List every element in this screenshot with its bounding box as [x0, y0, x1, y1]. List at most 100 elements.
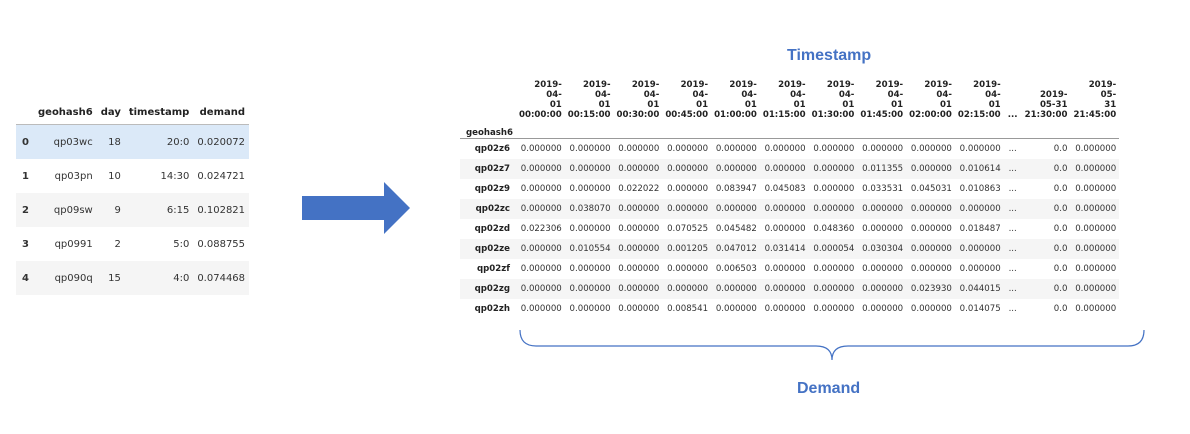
header-line: 00:30:00 [616, 110, 660, 120]
demand-cell: 0.0 [1053, 304, 1068, 314]
demand-cell: 0.000000 [813, 144, 855, 154]
demand-cell: 0.045482 [715, 224, 757, 234]
header-line: 01 [939, 100, 952, 110]
row-index: qp02zd [474, 224, 511, 234]
demand-cell: 0.000000 [759, 199, 809, 219]
cell: 2 [114, 238, 121, 250]
demand-cell: 0.000000 [569, 184, 611, 194]
demand-cell: 0.000000 [667, 184, 709, 194]
table-row: 1 qp03pn 10 14:30 0.024721 [16, 159, 249, 193]
demand-cell: 0.048360 [813, 224, 855, 234]
demand-cell: 0.000000 [910, 224, 952, 234]
demand-cell: 0.000000 [906, 159, 955, 179]
demand-cell: 0.000000 [1075, 264, 1117, 274]
cell: 0.088755 [197, 238, 246, 250]
demand-cell: 0.000000 [1070, 279, 1120, 299]
demand-cell: 0.001205 [662, 239, 712, 259]
index-name: geohash6 [466, 128, 514, 138]
demand-cell: 0.000000 [857, 279, 907, 299]
demand-cell: 0.000000 [906, 239, 955, 259]
demand-cell: 0.000000 [569, 144, 611, 154]
demand-cell: 0.000000 [711, 199, 760, 219]
demand-cell: 0.000000 [516, 239, 565, 259]
ellipsis-cell: ... [1003, 239, 1022, 259]
demand-cell: 0.022022 [618, 184, 660, 194]
header-line: 2019-04- [583, 80, 611, 100]
source-dataframe-table: geohash6 day timestamp demand 0 qp03wc 1… [16, 100, 250, 295]
row-index: qp02zg [460, 279, 517, 299]
demand-cell: 0.0 [1053, 184, 1068, 194]
row-index: qp02zh [474, 304, 511, 314]
demand-cell: 0.038070 [564, 199, 614, 219]
header-line: 01 [891, 100, 904, 110]
table-row: 2 qp09sw 9 6:15 0.102821 [16, 193, 250, 227]
demand-cell: 0.000000 [618, 304, 660, 314]
header-line: 01 [744, 100, 757, 110]
demand-cell: 0.000000 [1075, 144, 1117, 154]
demand-cell: 0.000000 [520, 184, 562, 194]
header-line: 01 [696, 100, 709, 110]
demand-cell: 0.000000 [808, 199, 858, 219]
timestamp-column-header: 2019-04- 01 01:30:00 [809, 80, 858, 120]
demand-cell: 0.045031 [910, 184, 952, 194]
cell: 15 [96, 261, 125, 295]
demand-cell: 0.000000 [862, 304, 904, 314]
ellipsis-cell: ... [1008, 224, 1017, 234]
ellipsis-cell: ... [1008, 144, 1017, 154]
cell: 9 [96, 193, 125, 227]
table-row: qp02zf 0.000000 0.000000 0.000000 0.000000 0.… [460, 259, 1119, 279]
header-line: 2019-04- [924, 80, 952, 100]
demand-cell: 0.000000 [520, 264, 562, 274]
column-header: geohash6 [38, 106, 93, 118]
header-line: 21:45:00 [1073, 110, 1117, 120]
timestamp-column-header: 2019- 05-31 21:30:00 [1022, 80, 1071, 120]
demand-cell: 0.010554 [564, 239, 614, 259]
timestamp-label: Timestamp [787, 47, 872, 64]
header-line: 01:45:00 [860, 110, 904, 120]
timestamp-header-row: 2019-04- 01 00:00:00 2019-04- 01 00:15:00 2019… [460, 80, 1119, 120]
row-index: 3 [22, 238, 29, 250]
table-row: 3 qp0991 2 5:0 0.088755 [16, 227, 249, 261]
demand-cell: 0.000000 [910, 304, 952, 314]
row-index: qp02ze [460, 239, 517, 259]
header-line: 01 [549, 100, 562, 110]
demand-cell: 0.000000 [715, 144, 757, 154]
header-line: 00:15:00 [567, 110, 611, 120]
row-index: qp02zf [477, 264, 511, 274]
demand-cell: 0.000000 [662, 279, 712, 299]
demand-cell: 0.000000 [662, 199, 712, 219]
row-index: qp02z7 [460, 159, 517, 179]
row-index: qp02z9 [474, 184, 511, 194]
timestamp-column-header: 2019-04- 01 01:15:00 [760, 80, 809, 120]
demand-cell: 0.000000 [808, 279, 858, 299]
ellipsis-column-header: ... [1004, 80, 1022, 120]
demand-cell: 0.014075 [959, 304, 1001, 314]
demand-cell: 0.000000 [813, 304, 855, 314]
header-line: 2019-05- [1088, 80, 1117, 100]
header-line: 00:00:00 [519, 110, 562, 120]
header-line: ... [1007, 110, 1018, 120]
header-line: 2019- [1039, 90, 1068, 100]
ellipsis-cell: ... [1003, 199, 1022, 219]
cell: 0.102821 [193, 193, 250, 227]
demand-cell: 0.023930 [906, 279, 955, 299]
header-line: 2019-04- [778, 80, 806, 100]
demand-cell: 0.0 [1053, 144, 1068, 154]
header-line: 01:00:00 [714, 110, 757, 120]
header-line: 2019-04- [875, 80, 904, 100]
column-header [16, 100, 34, 125]
demand-cell: 0.011355 [857, 159, 907, 179]
cell: 18 [96, 124, 125, 159]
demand-cell: 0.000000 [1070, 239, 1120, 259]
cell: 6:15 [124, 193, 194, 227]
table-row: qp02ze 0.000000 0.010554 0.000000 0.001205 0.… [460, 239, 1120, 259]
demand-cell: 0.010863 [959, 184, 1001, 194]
header-line: 2019-04- [631, 80, 660, 100]
index-name-row: geohash6 [460, 120, 1120, 139]
ellipsis-cell: ... [1003, 159, 1022, 179]
cell: 10 [108, 170, 121, 182]
demand-cell: 0.070525 [667, 224, 709, 234]
row-index: 2 [16, 193, 34, 227]
demand-cell: 0.000000 [959, 264, 1001, 274]
cell: qp09sw [34, 193, 97, 227]
